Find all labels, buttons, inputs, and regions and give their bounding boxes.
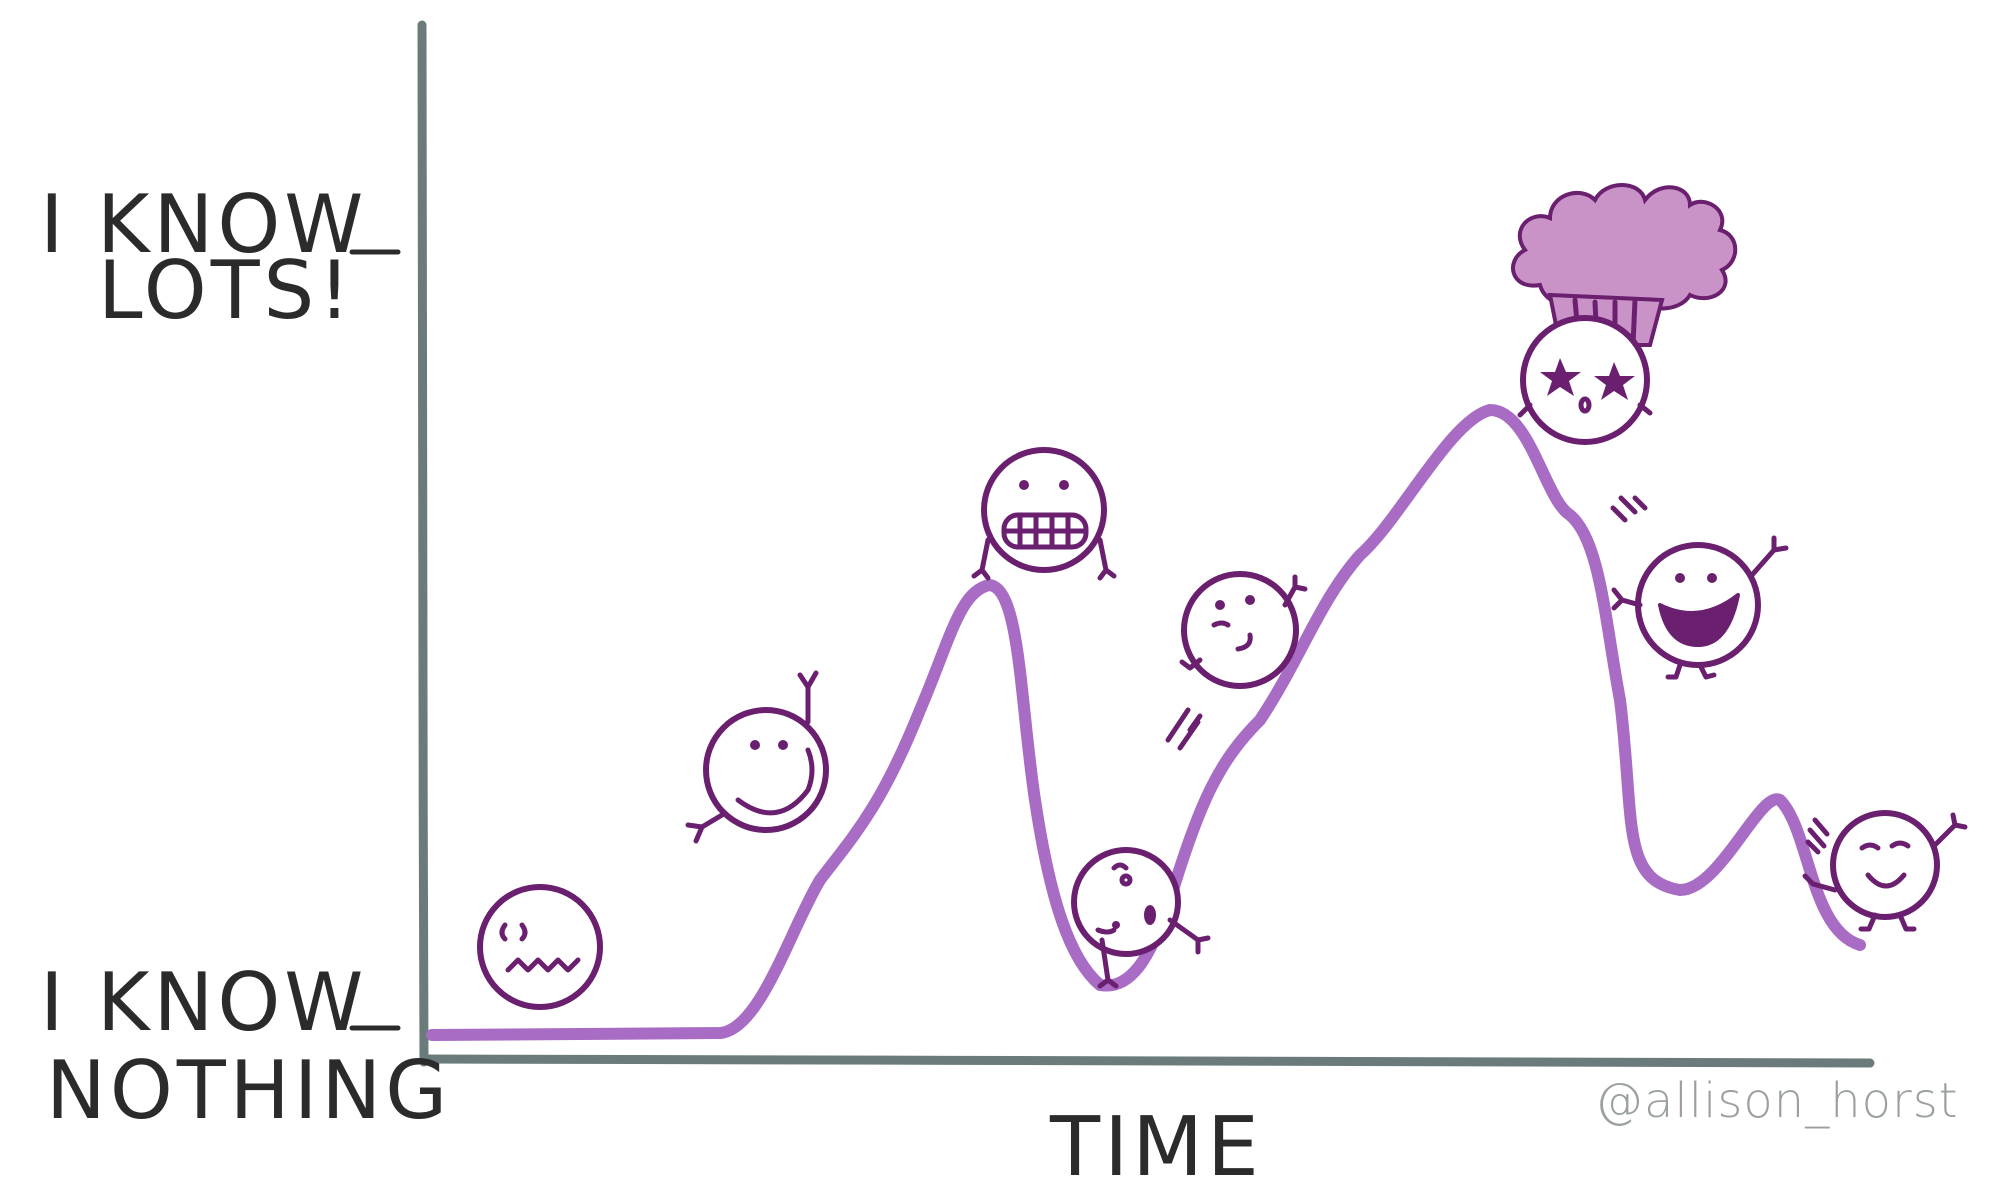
worried-face [477,884,603,1010]
y-label-high-line2: LOTS! [98,244,354,337]
brain-cloud [1511,183,1738,312]
winking-face [1165,571,1308,751]
starstruck-brain-face [1511,183,1738,445]
y-label-low-line1: I KNOW [40,956,367,1049]
laughing-face [1610,495,1789,680]
knowledge-curve [426,404,1866,1041]
credit-text: @allison_horst [1595,1073,1959,1129]
grimacing-face [971,447,1117,581]
y-label-high-line1: I KNOW [40,178,367,271]
x-axis [419,1054,1875,1068]
y-label-low-line2: NOTHING [46,1044,451,1137]
y-axis [417,20,429,1067]
x-label-time: TIME [1049,1100,1263,1183]
smiling-face [685,670,829,844]
content-face [1802,810,1968,932]
dizzy-face [1071,847,1211,989]
